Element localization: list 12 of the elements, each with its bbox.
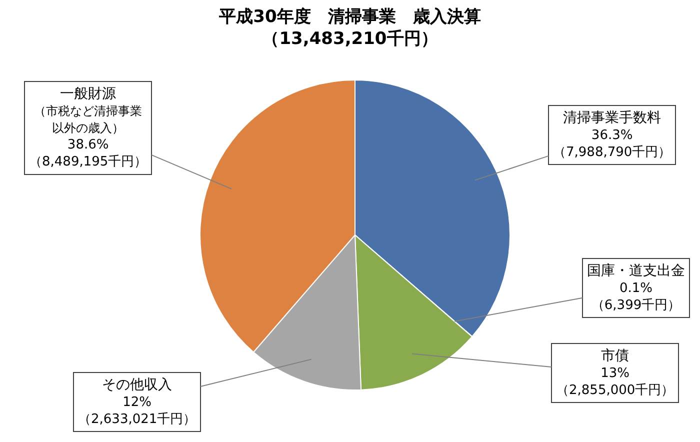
data-label: （市税など清掃事業以外の歳入） 38.6% （8,489,195千円） [29, 104, 148, 170]
data-label: 36.3% （7,988,790千円） [553, 128, 672, 160]
slice-label: 国庫・道支出金 [587, 263, 685, 279]
slice-label: 一般財源 [60, 86, 116, 102]
chart-title: 平成30年度 清掃事業 歳入決算 [218, 7, 481, 28]
slice-label: 清掃事業手数料 [563, 110, 662, 126]
slice-label: 市債 [601, 348, 630, 364]
chart-subtitle: （13,483,210千円） [262, 29, 438, 50]
data-label: 12% （2,633,021千円） [78, 394, 196, 427]
data-label: 0.1% （6,399千円） [591, 280, 681, 313]
slice-label: その他収入 [102, 377, 172, 393]
data-label: 13% （2,855,000千円） [556, 366, 674, 398]
